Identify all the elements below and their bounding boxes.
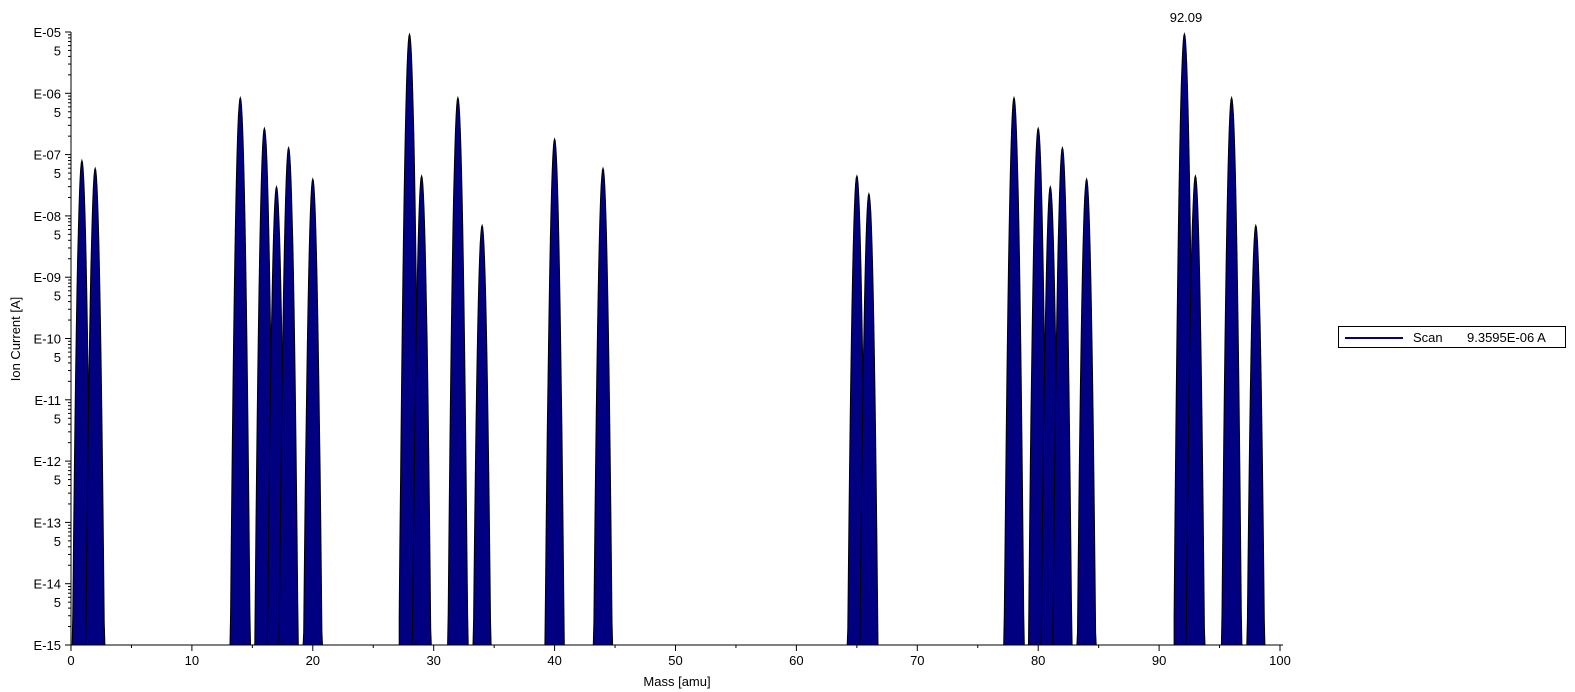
x-tick-label: 40: [547, 653, 561, 668]
y-minor-label: 5: [54, 350, 61, 365]
peak-84: [1076, 177, 1097, 646]
y-minor-label: 5: [54, 166, 61, 181]
y-tick-label: E-11: [35, 393, 62, 408]
y-tick-label: E-14: [34, 577, 61, 592]
peak-32: [447, 95, 469, 646]
x-tick-label: 100: [1269, 653, 1291, 668]
x-tick-label: 60: [789, 653, 803, 668]
y-minor-label: 5: [54, 289, 61, 304]
y-minor-label: 5: [54, 227, 61, 242]
peak-93: [1185, 174, 1206, 646]
y-tick-label: E-08: [34, 209, 61, 224]
peak-44: [592, 166, 614, 646]
x-tick-label: 20: [306, 653, 320, 668]
y-tick-label: E-05: [34, 25, 61, 40]
y-ticks-layer: E-05 5 E-06 5 E-07 5 E-08 5 E-09 5 E-10 5 E-11 5 E-12 5…: [34, 25, 71, 653]
peak-78: [1003, 95, 1025, 646]
x-tick-label: 30: [426, 653, 440, 668]
peak-34: [471, 223, 493, 646]
peak-66: [858, 191, 880, 646]
peak-29: [411, 174, 432, 646]
y-minor-label: 5: [54, 411, 61, 426]
y-tick-label: E-10: [34, 332, 61, 347]
x-tick-label: 10: [185, 653, 199, 668]
y-tick-label: E-13: [34, 515, 61, 530]
y-minor-label: 5: [54, 473, 61, 488]
y-tick-label: E-06: [34, 86, 61, 101]
y-minor-label: 5: [54, 43, 61, 58]
y-tick-label: E-12: [34, 454, 61, 469]
y-axis-title: Ion Current [A]: [8, 297, 23, 382]
axes-layer: [70, 32, 1283, 646]
peak-14: [229, 95, 252, 646]
y-minor-label: 5: [54, 534, 61, 549]
peak-96: [1220, 95, 1243, 646]
legend-line-swatch: [1345, 337, 1403, 339]
peak-2: [84, 166, 106, 646]
peak-18: [278, 145, 299, 646]
legend-series-name: Scan: [1413, 330, 1443, 345]
peak-20: [302, 177, 324, 646]
y-tick-label: E-07: [34, 148, 61, 163]
x-tick-label: 80: [1031, 653, 1045, 668]
x-tick-label: 0: [67, 653, 74, 668]
peak-40: [544, 137, 565, 646]
legend-series-value: 9.3595E-06 A: [1467, 330, 1546, 345]
peak-annotation: 92.09: [1170, 10, 1203, 25]
legend: Scan 9.3595E-06 A: [1338, 326, 1566, 348]
x-tick-label: 70: [910, 653, 924, 668]
y-tick-label: E-09: [34, 270, 61, 285]
y-minor-label: 5: [54, 105, 61, 120]
peak-98: [1245, 223, 1267, 646]
x-axis-title: Mass [amu]: [643, 674, 710, 689]
y-minor-label: 5: [54, 595, 61, 610]
peak-82: [1052, 145, 1073, 646]
x-ticks-layer: 0 10 20 30 40 50 60 70 80 90 100: [67, 645, 1291, 668]
peaks-layer: [71, 32, 1267, 646]
x-tick-label: 90: [1152, 653, 1166, 668]
x-tick-label: 50: [668, 653, 682, 668]
y-tick-label: E-15: [34, 638, 61, 653]
